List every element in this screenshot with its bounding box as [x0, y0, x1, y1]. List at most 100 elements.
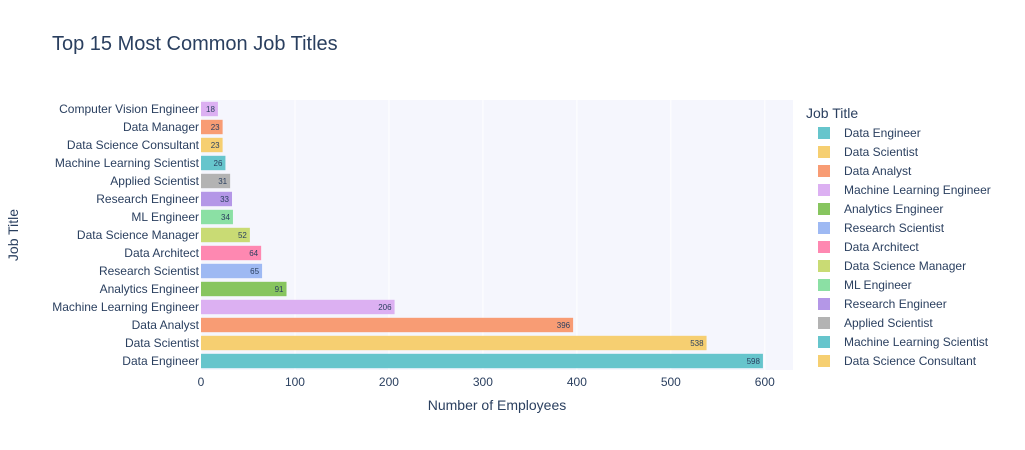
- legend-title: Job Title: [806, 105, 858, 121]
- legend-label: Data Science Manager: [844, 259, 966, 273]
- legend-label: Applied Scientist: [844, 316, 933, 330]
- bar[interactable]: [201, 281, 287, 297]
- legend-label: Data Engineer: [844, 126, 921, 140]
- legend-label: Research Scientist: [844, 221, 945, 235]
- bar[interactable]: [201, 191, 233, 207]
- y-tick-label: Data Manager: [123, 120, 199, 134]
- y-axis-ticks: Data Engineer Data Scientist Data Analyst M…: [52, 102, 199, 368]
- bar-value-label: 26: [214, 159, 223, 168]
- bar[interactable]: [201, 209, 233, 225]
- y-tick-label: Machine Learning Scientist: [55, 156, 200, 170]
- bar-value-label: 33: [220, 195, 229, 204]
- bar-value-label: 52: [238, 231, 247, 240]
- x-tick-label: 500: [661, 375, 681, 389]
- bar-value-label: 396: [557, 321, 571, 330]
- legend-swatch: [818, 298, 830, 310]
- legend-item[interactable]: Research Engineer: [818, 297, 947, 311]
- y-tick-label: Data Analyst: [132, 318, 200, 332]
- legend-swatch: [818, 279, 830, 291]
- bar[interactable]: [201, 137, 223, 153]
- legend-item[interactable]: Data Architect: [818, 240, 919, 254]
- x-tick-label: 100: [285, 375, 305, 389]
- legend-item[interactable]: Data Science Consultant: [818, 354, 977, 368]
- bar[interactable]: [201, 335, 707, 351]
- bar[interactable]: [201, 317, 574, 333]
- bar-value-label: 598: [747, 357, 761, 366]
- legend-label: Analytics Engineer: [844, 202, 943, 216]
- bar[interactable]: [201, 227, 250, 243]
- bar-value-label: 23: [211, 141, 220, 150]
- bar-value-label: 91: [275, 285, 284, 294]
- y-tick-label: Computer Vision Engineer: [59, 102, 199, 116]
- y-tick-label: Data Science Manager: [77, 228, 199, 242]
- legend: Data Engineer Data Scientist Data Analyst M…: [818, 126, 991, 368]
- legend-swatch: [818, 317, 830, 329]
- bar-value-label: 64: [249, 249, 258, 258]
- x-tick-label: 0: [198, 375, 205, 389]
- legend-item[interactable]: Analytics Engineer: [818, 202, 943, 216]
- legend-item[interactable]: Applied Scientist: [818, 316, 933, 330]
- y-tick-label: Data Scientist: [125, 336, 200, 350]
- legend-item[interactable]: Data Analyst: [818, 164, 912, 178]
- legend-swatch: [818, 203, 830, 215]
- bar-value-label: 65: [250, 267, 259, 276]
- x-tick-label: 600: [755, 375, 775, 389]
- bar-value-label: 538: [690, 339, 704, 348]
- legend-label: Machine Learning Scientist: [844, 335, 989, 349]
- x-tick-label: 200: [379, 375, 399, 389]
- bar[interactable]: [201, 101, 218, 117]
- bar[interactable]: [201, 263, 263, 279]
- legend-swatch: [818, 165, 830, 177]
- legend-swatch: [818, 336, 830, 348]
- bar-value-label: 23: [211, 123, 220, 132]
- legend-label: Research Engineer: [844, 297, 947, 311]
- legend-item[interactable]: Research Scientist: [818, 221, 945, 235]
- legend-label: Machine Learning Engineer: [844, 183, 991, 197]
- bar[interactable]: [201, 173, 231, 189]
- legend-label: Data Analyst: [844, 164, 912, 178]
- legend-item[interactable]: Data Engineer: [818, 126, 921, 140]
- bar[interactable]: [201, 353, 763, 369]
- legend-label: Data Architect: [844, 240, 919, 254]
- bar[interactable]: [201, 299, 395, 315]
- y-tick-label: Applied Scientist: [110, 174, 199, 188]
- y-axis-title: Job Title: [5, 209, 21, 261]
- legend-item[interactable]: Data Science Manager: [818, 259, 966, 273]
- y-tick-label: Research Scientist: [99, 264, 200, 278]
- legend-item[interactable]: Machine Learning Engineer: [818, 183, 991, 197]
- x-tick-label: 400: [567, 375, 587, 389]
- bar-value-label: 206: [378, 303, 392, 312]
- x-axis-ticks: 0 100 200 300 400 500 600: [198, 375, 775, 389]
- legend-item[interactable]: Machine Learning Scientist: [818, 335, 989, 349]
- y-tick-label: Data Engineer: [122, 354, 199, 368]
- legend-label: Data Scientist: [844, 145, 919, 159]
- bar-value-label: 31: [218, 177, 227, 186]
- bar[interactable]: [201, 245, 262, 261]
- legend-item[interactable]: ML Engineer: [818, 278, 912, 292]
- legend-swatch: [818, 355, 830, 367]
- chart-title: Top 15 Most Common Job Titles: [52, 33, 338, 55]
- legend-swatch: [818, 222, 830, 234]
- bars: [201, 101, 763, 369]
- legend-swatch: [818, 241, 830, 253]
- legend-item[interactable]: Data Scientist: [818, 145, 919, 159]
- y-tick-label: Research Engineer: [96, 192, 199, 206]
- y-tick-label: ML Engineer: [131, 210, 199, 224]
- y-tick-label: Data Science Consultant: [67, 138, 200, 152]
- bar[interactable]: [201, 155, 226, 171]
- y-tick-label: Machine Learning Engineer: [52, 300, 199, 314]
- bar-value-label: 34: [221, 213, 230, 222]
- bar-value-label: 18: [206, 105, 215, 114]
- x-tick-label: 300: [473, 375, 493, 389]
- bar[interactable]: [201, 119, 223, 135]
- legend-swatch: [818, 184, 830, 196]
- legend-label: Data Science Consultant: [844, 354, 977, 368]
- legend-swatch: [818, 127, 830, 139]
- y-tick-label: Analytics Engineer: [100, 282, 199, 296]
- legend-swatch: [818, 260, 830, 272]
- legend-label: ML Engineer: [844, 278, 912, 292]
- x-axis-title: Number of Employees: [428, 397, 567, 413]
- y-tick-label: Data Architect: [124, 246, 199, 260]
